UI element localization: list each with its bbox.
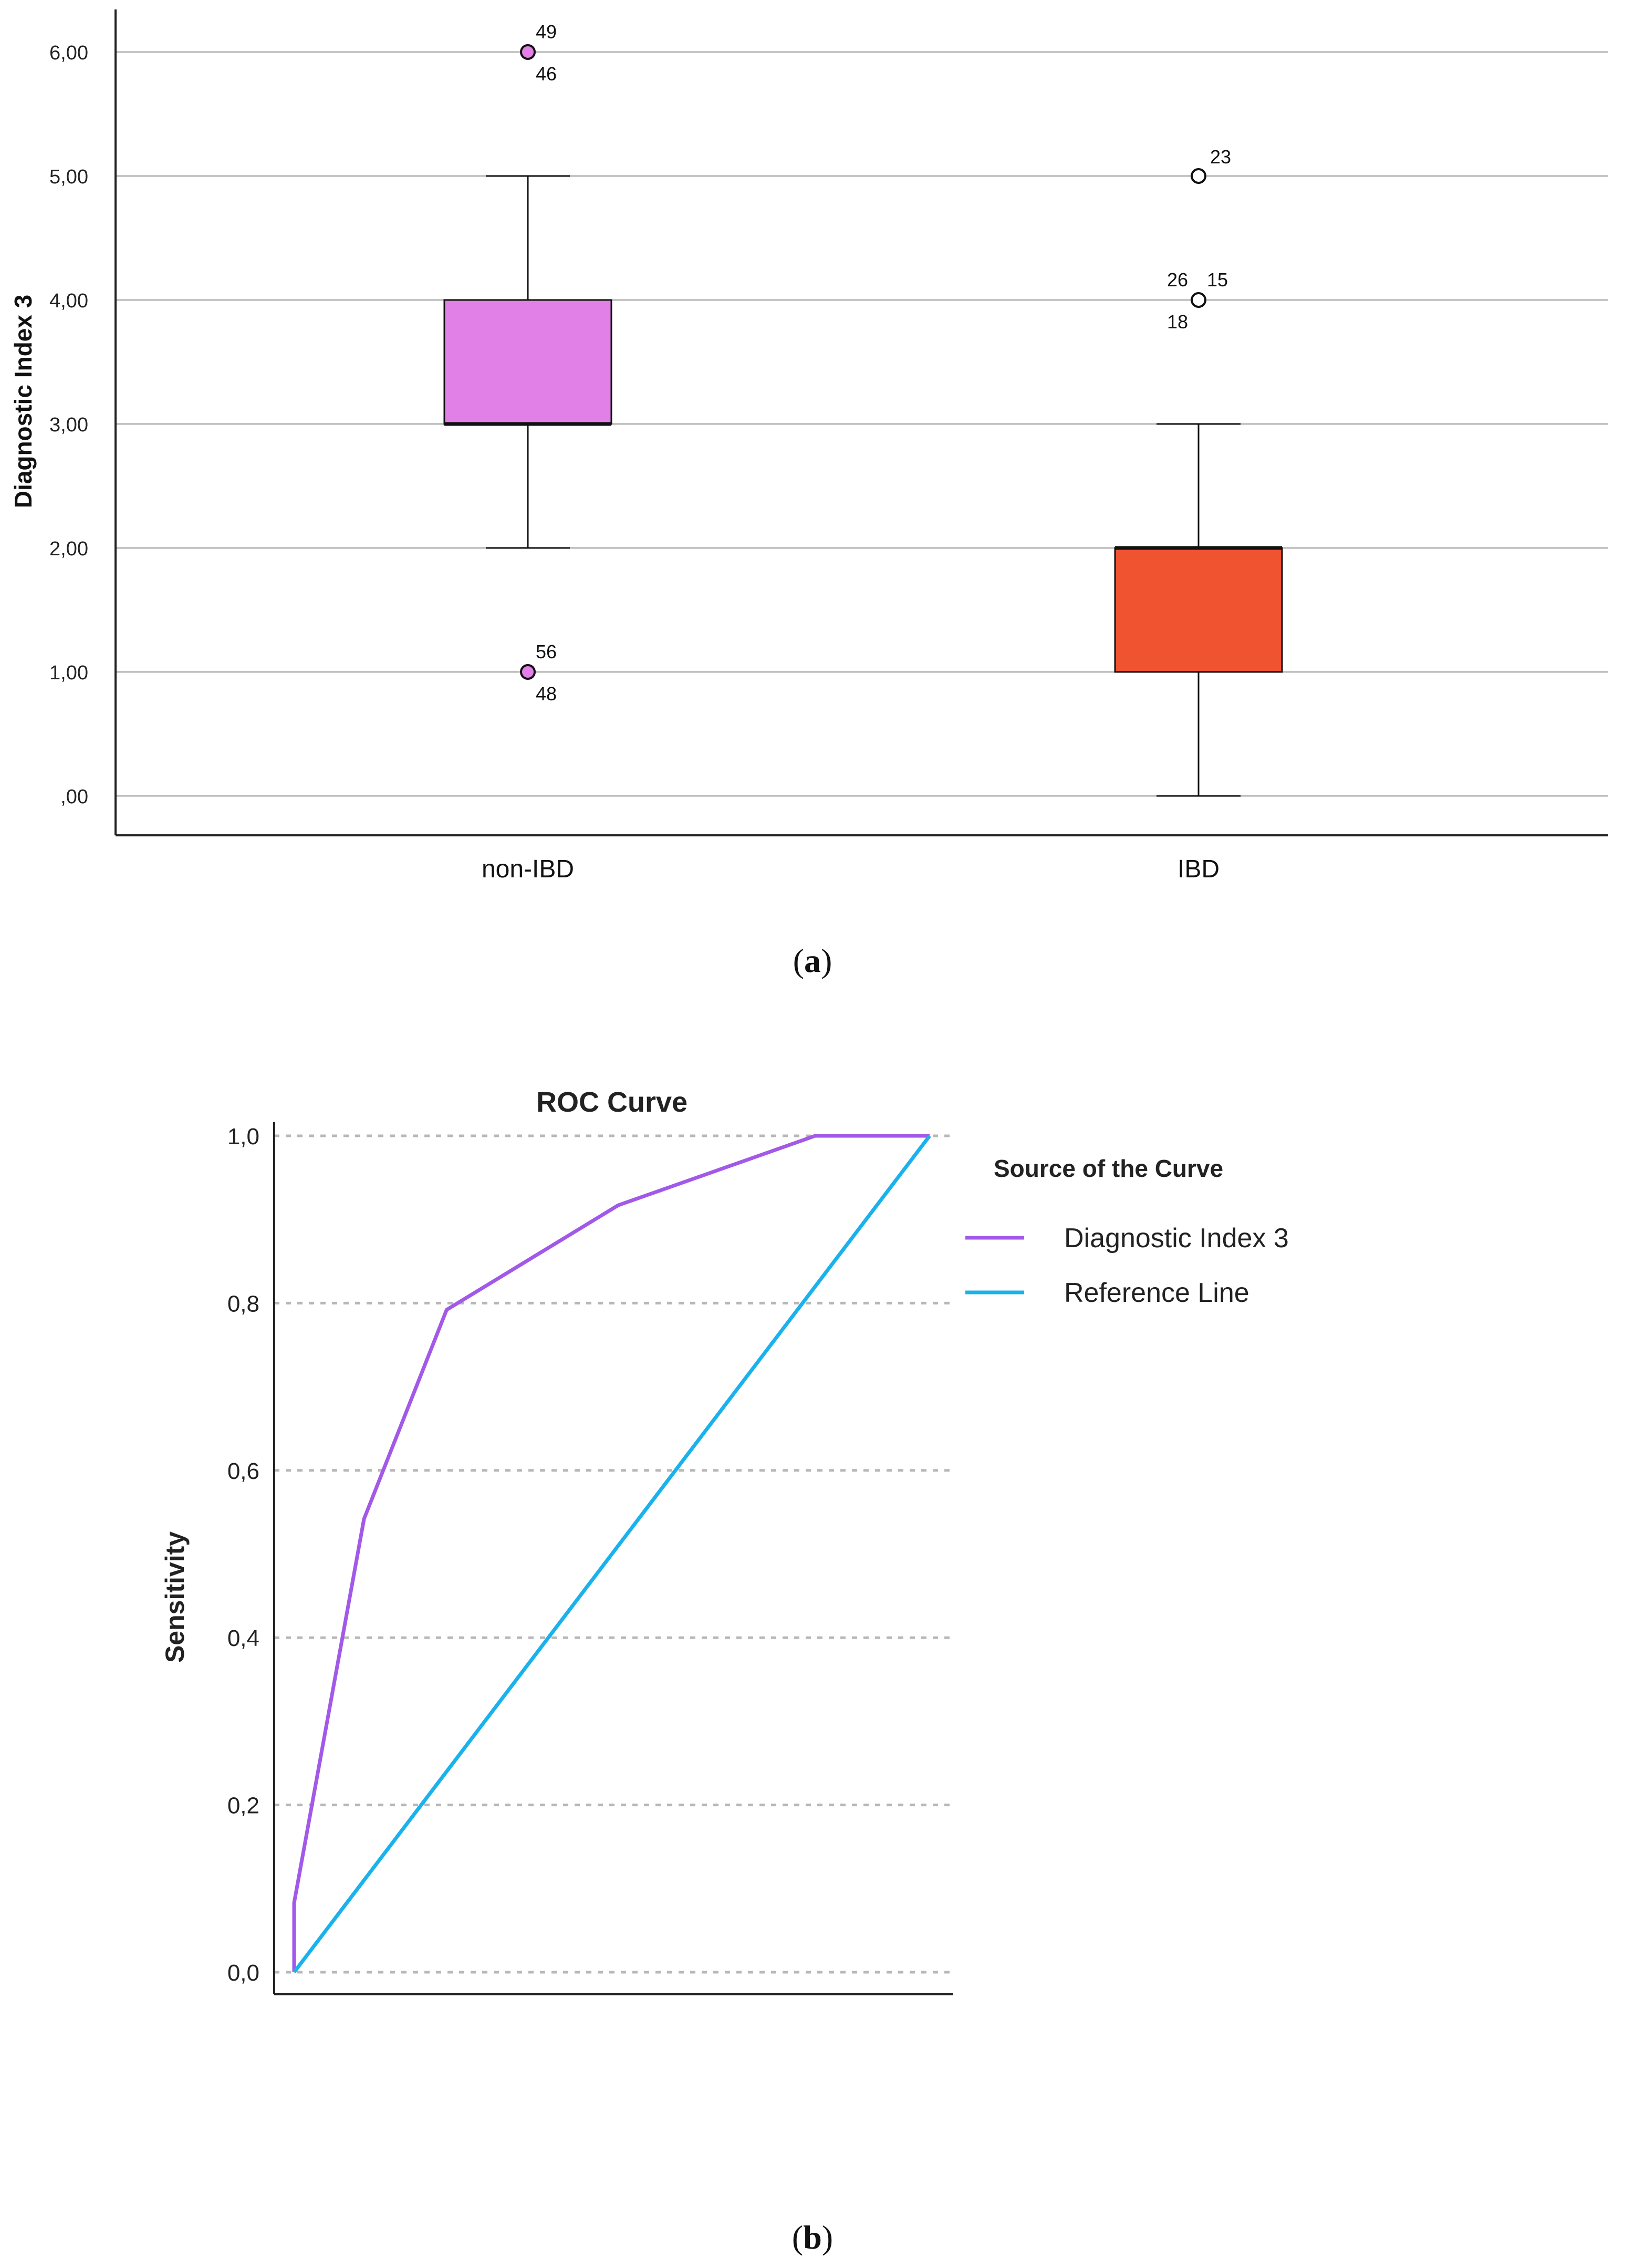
- legend-label: Reference Line: [1064, 1278, 1249, 1308]
- outlier-label: 49: [536, 21, 557, 43]
- boxplot-chart: ,00 1,00 2,00 3,00 4,00 5,00 6,00 Diagnostic In…: [9, 9, 1608, 883]
- caption-a: (a): [793, 942, 832, 979]
- y-tick-label: 6,00: [49, 42, 88, 64]
- reference-line: [293, 1134, 931, 1974]
- outlier-label: 18: [1167, 311, 1188, 333]
- outlier-point: [520, 44, 536, 60]
- outlier-label: 48: [536, 683, 557, 705]
- legend-label: Diagnostic Index 3: [1064, 1223, 1289, 1254]
- y-tick-label: 0,8: [227, 1291, 259, 1317]
- y-axis-label: Sensitivity: [160, 1531, 190, 1663]
- panel-a-boxplot: ,00 1,00 2,00 3,00 4,00 5,00 6,00 Diagnostic In…: [0, 0, 1625, 893]
- outlier-point: [1191, 168, 1206, 184]
- panel-b-roc: ROC Curve0,00,20,40,60,81,00,00,20,40,60…: [0, 1072, 1625, 2122]
- chart-title: ROC Curve: [536, 1086, 688, 1118]
- x-category-label: IBD: [1178, 855, 1220, 883]
- box-non-ibd: [443, 299, 612, 425]
- y-tick-label: 5,00: [49, 166, 88, 188]
- caption-a-letter: a: [804, 942, 821, 979]
- y-tick-label: 2,00: [49, 538, 88, 560]
- outlier-label: 15: [1207, 269, 1228, 291]
- outlier-point: [520, 664, 536, 680]
- roc-chart: ROC Curve0,00,20,40,60,81,00,00,20,40,60…: [160, 1086, 1289, 2122]
- y-tick-label: 3,00: [49, 414, 88, 436]
- y-tick-label: 0,6: [227, 1458, 259, 1484]
- y-tick-label: 1,0: [227, 1124, 259, 1149]
- box-ibd: [1114, 547, 1283, 673]
- y-tick-label: 0,2: [227, 1793, 259, 1819]
- y-axis-label: Diagnostic Index 3: [9, 295, 37, 508]
- y-tick-label: 1,00: [49, 662, 88, 684]
- caption-b: (b): [791, 2219, 834, 2256]
- outlier-label: 23: [1210, 146, 1231, 168]
- outlier-label: 26: [1167, 269, 1188, 291]
- y-tick-label: 0,0: [227, 1960, 259, 1986]
- x-category-label: non-IBD: [482, 855, 574, 883]
- outlier-label: 56: [536, 641, 557, 662]
- outlier-point: [1191, 292, 1206, 308]
- roc-curve-line: [292, 1134, 930, 1972]
- outlier-label: 46: [536, 63, 557, 85]
- legend-title: Source of the Curve: [994, 1155, 1223, 1182]
- caption-b-letter: b: [803, 2219, 822, 2256]
- y-tick-label: 0,4: [227, 1625, 259, 1651]
- y-tick-label: ,00: [60, 786, 88, 808]
- y-tick-label: 4,00: [49, 290, 88, 312]
